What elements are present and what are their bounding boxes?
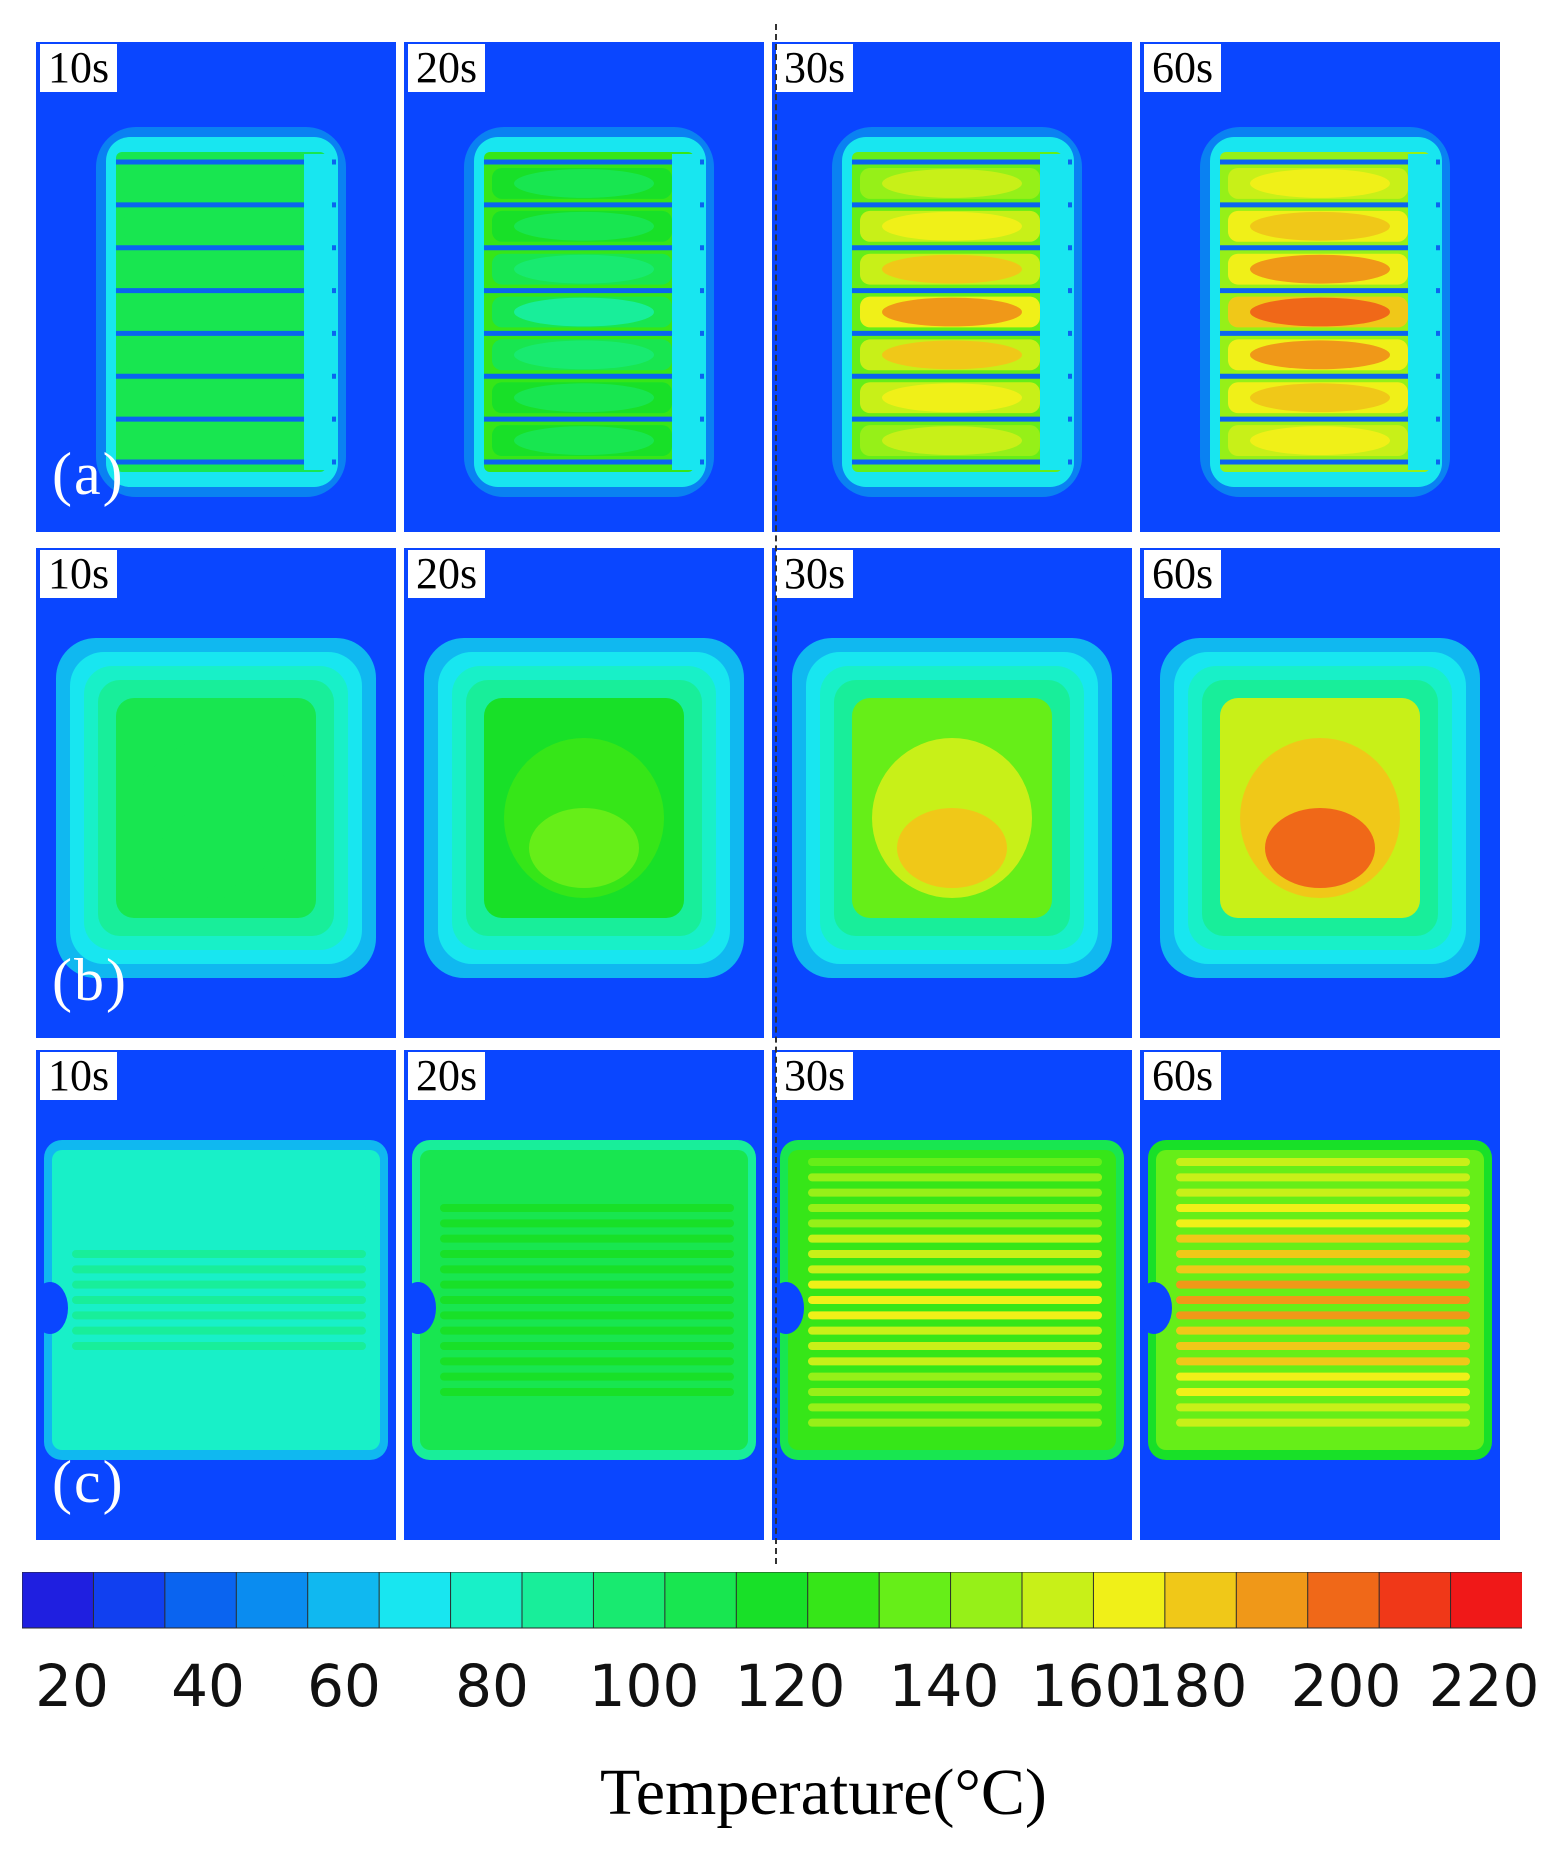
row-label-serpentine: (c) [52,1449,125,1515]
colorbar-tick-140: 140 [888,1652,1000,1720]
heatmap-panel-serpentine-60s [1140,1050,1500,1540]
colorbar-segment-2 [164,1572,238,1629]
heatmap-panel-fins-20s [404,42,764,532]
colorbar-segment-8 [592,1572,666,1629]
heatmap-panel-serpentine-10s [36,1050,396,1540]
time-label: 60s [1144,1052,1222,1100]
colorbar-title: Temperature(°C) [600,1756,1047,1829]
colorbar-tick-220: 220 [1428,1652,1540,1720]
colorbar-segment-15 [1092,1572,1166,1629]
heatmap-panel-serpentine-30s [772,1050,1132,1540]
time-label: 10s [40,1052,118,1100]
colorbar-tick-200: 200 [1290,1652,1402,1720]
colorbar-tick-20: 20 [35,1652,109,1720]
colorbar-segment-12 [878,1572,952,1629]
heatmap-panel-fins-30s [772,42,1132,532]
heatmap-panel-block-10s [36,548,396,1038]
colorbar-tick-80: 80 [455,1652,529,1720]
time-label: 20s [408,44,486,92]
colorbar-tick-40: 40 [171,1652,245,1720]
row-label-block: (b) [52,947,128,1013]
colorbar-tick-100: 100 [588,1652,700,1720]
colorbar-segment-4 [307,1572,381,1629]
time-label: 10s [40,44,118,92]
heatmap-panel-block-30s [772,548,1132,1038]
time-label: 10s [40,550,118,598]
time-label: 20s [408,550,486,598]
colorbar-tick-160: 160 [1030,1652,1142,1720]
colorbar-segment-18 [1307,1572,1381,1629]
time-label: 30s [776,44,854,92]
colorbar-segment-14 [1021,1572,1095,1629]
colorbar-segment-16 [1164,1572,1238,1629]
colorbar-segment-1 [92,1572,166,1629]
colorbar-segment-9 [664,1572,738,1629]
colorbar-tick-180: 180 [1136,1652,1248,1720]
colorbar-segment-5 [378,1572,452,1629]
colorbar-segment-10 [735,1572,809,1629]
heatmap-panel-block-60s [1140,548,1500,1038]
heatmap-panel-serpentine-20s [404,1050,764,1540]
time-label: 30s [776,1052,854,1100]
colorbar-segment-0 [22,1572,95,1629]
colorbar-segment-13 [950,1572,1023,1629]
row-label-fins: (a) [52,441,125,507]
time-label: 20s [408,1052,486,1100]
colorbar-segment-6 [450,1572,524,1629]
heatmap-panel-fins-10s [36,42,396,532]
time-label: 30s [776,550,854,598]
colorbar-segment-20 [1450,1572,1522,1629]
colorbar [22,1572,1522,1629]
colorbar-segment-3 [235,1572,309,1629]
colorbar-segment-7 [521,1572,595,1629]
colorbar-segment-11 [807,1572,881,1629]
colorbar-tick-120: 120 [734,1652,846,1720]
time-label: 60s [1144,550,1222,598]
heatmap-panel-fins-60s [1140,42,1500,532]
colorbar-segment-17 [1235,1572,1309,1629]
heatmap-panel-block-20s [404,548,764,1038]
time-label: 60s [1144,44,1222,92]
colorbar-segment-19 [1378,1572,1452,1629]
center-divider [775,24,777,1564]
colorbar-tick-60: 60 [307,1652,381,1720]
